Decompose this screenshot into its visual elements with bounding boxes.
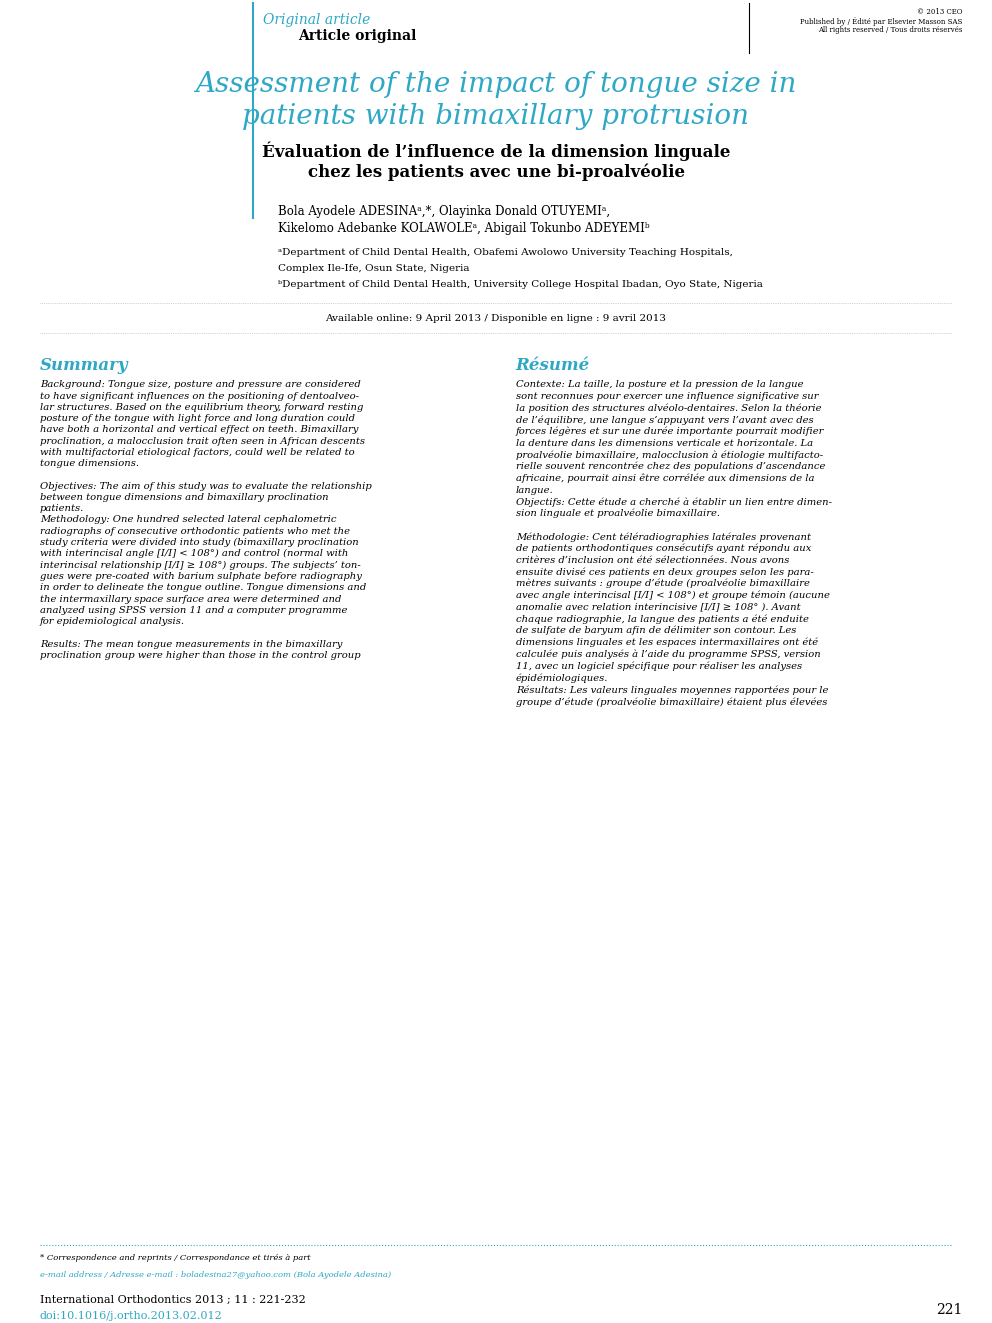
Text: Published by / Édité par Elsevier Masson SAS: Published by / Édité par Elsevier Masson… [800, 17, 962, 26]
Text: Background: Tongue size, posture and pressure are considered
to have significant: Background: Tongue size, posture and pre… [40, 381, 371, 660]
Text: Available online: 9 April 2013 / Disponible en ligne : 9 avril 2013: Available online: 9 April 2013 / Disponi… [325, 315, 667, 323]
Text: Assessment of the impact of tongue size in: Assessment of the impact of tongue size … [195, 71, 797, 98]
Text: Évaluation de l’influence de la dimension linguale: Évaluation de l’influence de la dimensio… [262, 142, 730, 161]
Text: Original article: Original article [263, 13, 370, 28]
Text: All rights reserved / Tous droits réservés: All rights reserved / Tous droits réserv… [817, 26, 962, 34]
Text: doi:10.1016/j.ortho.2013.02.012: doi:10.1016/j.ortho.2013.02.012 [40, 1311, 222, 1320]
Text: 221: 221 [935, 1303, 962, 1316]
Text: Complex Ile-Ife, Osun State, Nigeria: Complex Ile-Ife, Osun State, Nigeria [278, 265, 469, 274]
Text: ᵃDepartment of Child Dental Health, Obafemi Awolowo University Teaching Hospital: ᵃDepartment of Child Dental Health, Obaf… [278, 249, 733, 258]
Text: International Orthodontics 2013 ; 11 : 221-232: International Orthodontics 2013 ; 11 : 2… [40, 1295, 306, 1304]
Text: Contexte: La taille, la posture et la pression de la langue
sont reconnues pour : Contexte: La taille, la posture et la pr… [516, 381, 832, 706]
Text: * Correspondence and reprints / Correspondance et tirés à part: * Correspondence and reprints / Correspo… [40, 1254, 310, 1262]
Text: chez les patients avec une bi-proalvéolie: chez les patients avec une bi-proalvéoli… [308, 164, 684, 181]
Text: Résumé: Résumé [516, 357, 590, 373]
Text: Kikelomo Adebanke KOLAWOLEᵃ, Abigail Tokunbo ADEYEMIᵇ: Kikelomo Adebanke KOLAWOLEᵃ, Abigail Tok… [278, 222, 650, 235]
Text: Summary: Summary [40, 357, 128, 373]
Text: ᵇDepartment of Child Dental Health, University College Hospital Ibadan, Oyo Stat: ᵇDepartment of Child Dental Health, Univ… [278, 280, 763, 290]
Text: e-mail address / Adresse e-mail : boladesina27@yahoo.com (Bola Ayodele Adesina): e-mail address / Adresse e-mail : bolade… [40, 1271, 391, 1279]
Text: © 2013 CEO: © 2013 CEO [917, 8, 962, 16]
Text: Bola Ayodele ADESINAᵃ,*, Olayinka Donald OTUYEMIᵃ,: Bola Ayodele ADESINAᵃ,*, Olayinka Donald… [278, 205, 610, 218]
Text: Article original: Article original [298, 29, 417, 44]
Text: patients with bimaxillary protrusion: patients with bimaxillary protrusion [242, 103, 750, 130]
